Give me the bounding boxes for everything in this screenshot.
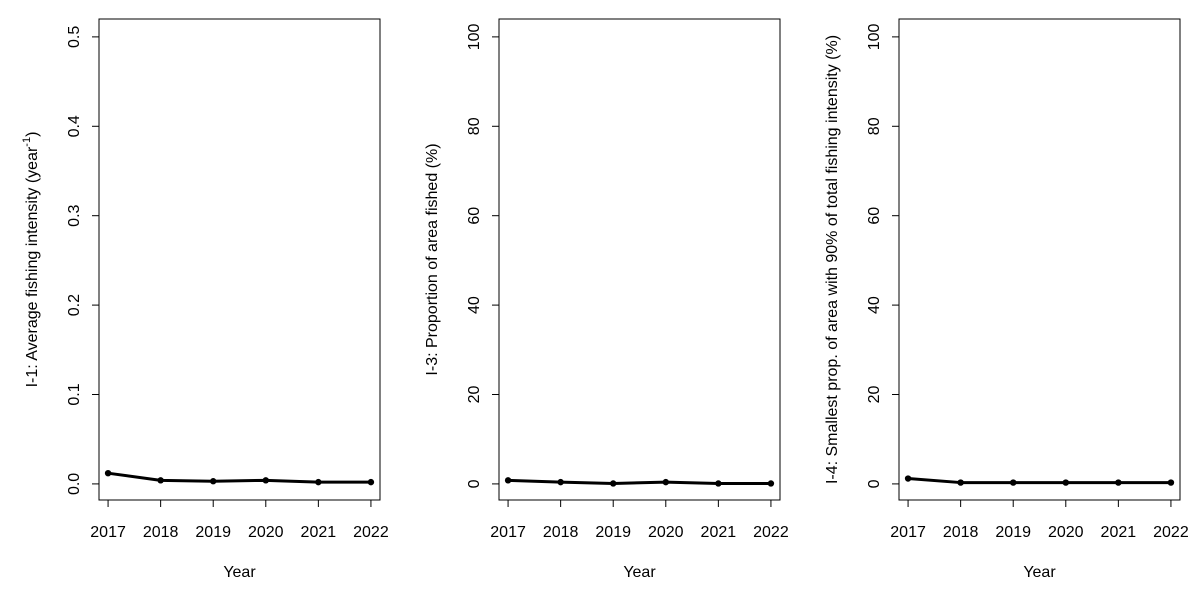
x-tick-label: 2019 [595,524,631,541]
y-tick-label: 100 [466,23,483,50]
y-axis-title: I-3: Proportion of area fished (%) [424,143,441,375]
y-tick-label: 60 [466,207,483,225]
y-tick-label: 0.5 [66,26,83,48]
x-tick-label: 2017 [890,524,926,541]
data-point [157,477,164,484]
y-axis-title-main: I-4: Smallest prop. of area with 90% of … [824,35,841,484]
y-tick-label: 0.1 [66,383,83,405]
x-tick-label: 2018 [143,524,179,541]
y-tick-label: 100 [866,23,883,50]
x-axis-title: Year [623,564,656,581]
series-line [508,478,771,485]
y-tick-label: 0 [866,479,883,488]
y-tick-label: 0.3 [66,204,83,226]
x-tick-label: 2021 [1101,524,1137,541]
x-tick-label: 2020 [248,524,284,541]
data-point [367,478,375,486]
y-tick-label: 80 [866,117,883,135]
data-point [715,480,722,487]
y-tick-label: 0.2 [66,294,83,316]
y-tick-label: 0.4 [66,115,83,137]
data-point [1010,479,1017,486]
y-axis-title-superscript: -1 [21,137,33,147]
series-line [907,477,1171,485]
x-tick-label: 2018 [543,524,579,541]
chart-panel-2: 2017 2018 2019 2020 2021 2022 0 20 40 60 80 100 Year… [424,18,789,581]
data-point [610,480,617,487]
data-point [1115,479,1122,486]
chart-panel-1: 2017 2018 2019 2020 2021 2022 0.0 0.1 0.2 0.3 0.4 0… [21,18,389,581]
data-point [210,478,217,485]
data-point [904,475,912,482]
x-tick-label: 2022 [353,524,389,541]
data-point [1167,479,1175,486]
y-axis-title: I-4: Smallest prop. of area with 90% of … [824,35,841,484]
x-tick-label: 2020 [648,524,684,541]
data-point [104,469,112,477]
x-tick-label: 2019 [995,524,1031,541]
data-point [557,478,564,486]
data-point [262,477,269,484]
plot-frame [898,18,1181,501]
x-tick-label: 2018 [943,524,979,541]
x-axis-title: Year [223,564,256,581]
y-tick-label: 0.0 [66,473,83,495]
y-axis-title-main: I-1: Average fishing intensity (year [24,146,41,387]
data-point [957,479,964,486]
x-tick-label: 2020 [1048,524,1084,541]
y-tick-label: 60 [866,207,883,225]
series-line [107,471,371,484]
x-tick-label: 2021 [301,524,337,541]
data-point [1062,479,1069,486]
data-point [315,478,322,486]
y-tick-label: 40 [466,296,483,314]
chart-panel-3: 2017 2018 2019 2020 2021 2022 0 20 40 60 80 100 Year… [824,18,1189,581]
x-axis-title: Year [1023,564,1056,581]
data-point [504,477,512,484]
plot-frame [498,18,781,501]
data-point [662,478,669,486]
y-tick-label: 80 [466,117,483,135]
y-tick-label: 0 [466,479,483,488]
y-axis-title: I-1: Average fishing intensity (year-1) [21,132,41,388]
y-tick-label: 20 [866,386,883,404]
x-tick-label: 2019 [195,524,231,541]
x-tick-label: 2017 [90,524,126,541]
data-point [767,480,775,487]
x-tick-label: 2022 [1153,524,1189,541]
y-tick-label: 20 [466,386,483,404]
plot-frame [98,18,381,501]
x-tick-label: 2017 [490,524,526,541]
x-tick-label: 2021 [701,524,737,541]
x-tick-label: 2022 [753,524,789,541]
y-tick-label: 40 [866,296,883,314]
y-axis-title-suffix: ) [24,132,41,137]
y-axis-title-main: I-3: Proportion of area fished (%) [424,143,441,375]
